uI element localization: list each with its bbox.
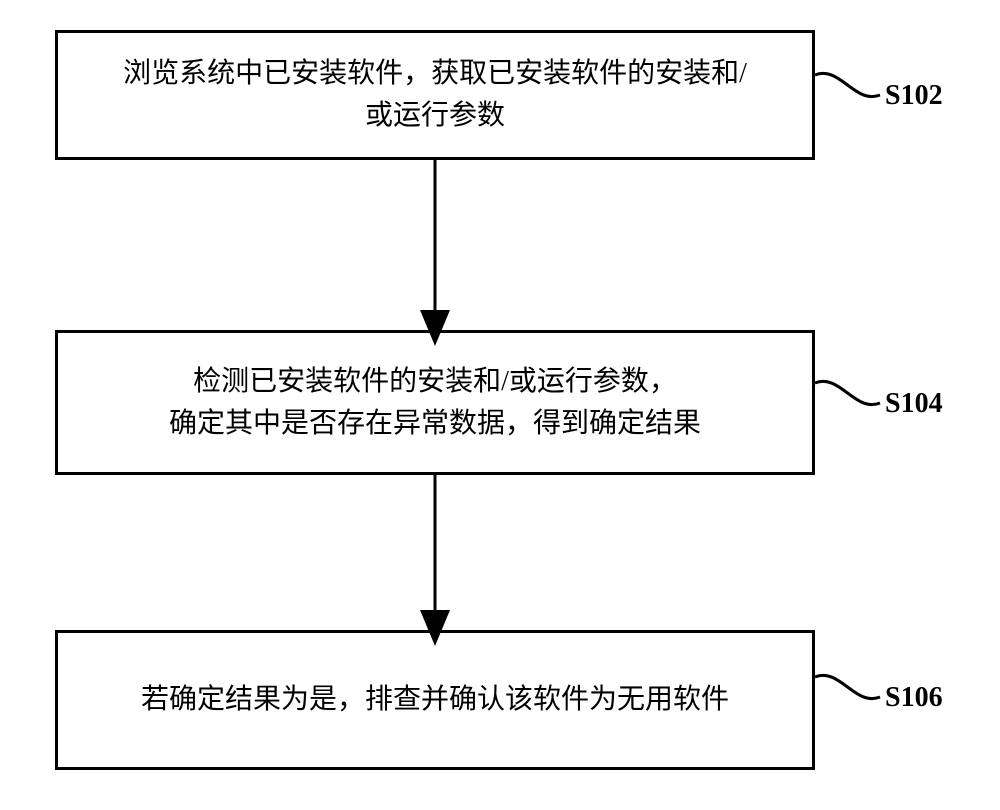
step-label-s104: S104 bbox=[885, 388, 943, 420]
flowchart-canvas: 浏览系统中已安装软件，获取已安装软件的安装和/ 或运行参数 S102 检测已安装… bbox=[0, 0, 1000, 810]
flowchart-node-s104: 检测已安装软件的安装和/或运行参数， 确定其中是否存在异常数据，得到确定结果 bbox=[55, 330, 815, 475]
label-connector bbox=[815, 675, 880, 698]
flowchart-node-s102: 浏览系统中已安装软件，获取已安装软件的安装和/ 或运行参数 bbox=[55, 30, 815, 160]
node-text: 若确定结果为是，排查并确认该软件为无用软件 bbox=[141, 679, 729, 721]
step-label-s106: S106 bbox=[885, 682, 943, 714]
step-label-s102: S102 bbox=[885, 80, 943, 112]
node-text: 浏览系统中已安装软件，获取已安装软件的安装和/ 或运行参数 bbox=[123, 53, 747, 137]
label-connector bbox=[815, 381, 880, 404]
flowchart-node-s106: 若确定结果为是，排查并确认该软件为无用软件 bbox=[55, 630, 815, 770]
node-text: 检测已安装软件的安装和/或运行参数， 确定其中是否存在异常数据，得到确定结果 bbox=[169, 361, 701, 445]
label-connector bbox=[815, 73, 880, 96]
